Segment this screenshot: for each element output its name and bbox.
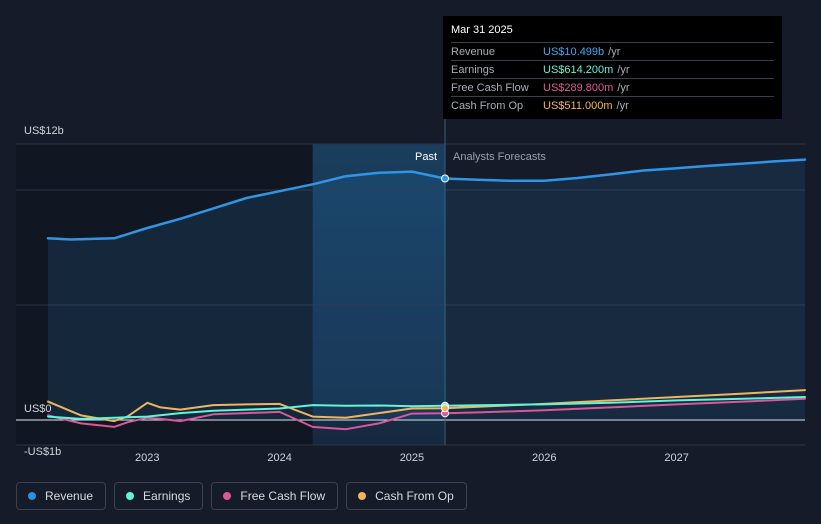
tooltip-label: Cash From Op — [451, 99, 524, 112]
y-tick-label: US$0 — [24, 403, 52, 415]
forecast-label: Analysts Forecasts — [453, 151, 546, 163]
chart-legend: Revenue Earnings Free Cash Flow Cash Fro… — [16, 482, 467, 510]
x-tick-label: 2024 — [267, 452, 291, 464]
x-tick-label: 2025 — [400, 452, 424, 464]
tooltip-date: Mar 31 2025 — [451, 24, 513, 36]
highlight-region — [312, 144, 446, 445]
legend-item-earnings[interactable]: Earnings — [114, 482, 204, 510]
tooltip-unit: /yr — [617, 81, 630, 94]
tooltip-row-cash-from-op: Cash From Op US$511.000m /yr — [451, 96, 774, 114]
legend-dot-icon — [358, 492, 367, 500]
tooltip-value: US$10.499b — [543, 45, 605, 58]
cash-from-op-marker — [441, 404, 450, 413]
tooltip-label: Free Cash Flow — [451, 81, 529, 94]
y-tick-label: US$12b — [24, 125, 64, 137]
x-tick-label: 2026 — [532, 452, 556, 464]
tooltip-unit: /yr — [608, 45, 621, 58]
tooltip-label: Revenue — [451, 45, 496, 58]
tooltip-row-earnings: Earnings US$614.200m /yr — [451, 60, 774, 78]
legend-item-free-cash-flow[interactable]: Free Cash Flow — [211, 482, 339, 510]
tooltip-unit: /yr — [616, 99, 629, 112]
legend-item-revenue[interactable]: Revenue — [16, 482, 107, 510]
earnings-line — [47, 396, 806, 420]
x-tick-label: 2023 — [135, 452, 159, 464]
cash-from-op-line — [47, 389, 806, 423]
revenue-line — [46, 158, 807, 241]
revenue-area — [48, 159, 805, 420]
tooltip-label: Earnings — [451, 63, 495, 76]
legend-item-cash-from-op[interactable]: Cash From Op — [346, 482, 467, 510]
free-cash-flow-line — [47, 397, 806, 431]
legend-label: Free Cash Flow — [240, 489, 326, 503]
tooltip-value: US$511.000m — [543, 99, 613, 112]
legend-label: Earnings — [143, 489, 191, 503]
legend-label: Revenue — [45, 489, 94, 503]
x-tick-label: 2027 — [664, 452, 688, 464]
past-label: Past — [415, 151, 437, 163]
tooltip-unit: /yr — [617, 63, 630, 76]
tooltip-value: US$289.800m — [543, 81, 614, 94]
tooltip-value: US$614.200m — [543, 63, 614, 76]
tooltip-row-revenue: Revenue US$10.499b /yr — [451, 42, 774, 60]
legend-label: Cash From Op — [375, 489, 454, 503]
legend-dot-icon — [28, 492, 36, 500]
revenue-marker — [441, 174, 450, 183]
y-tick-label: -US$1b — [24, 446, 61, 458]
data-tooltip: Mar 31 2025 Revenue US$10.499b /yr Earni… — [443, 16, 782, 119]
legend-dot-icon — [126, 492, 135, 500]
tooltip-row-free-cash-flow: Free Cash Flow US$289.800m /yr — [451, 78, 774, 96]
legend-dot-icon — [223, 492, 232, 500]
